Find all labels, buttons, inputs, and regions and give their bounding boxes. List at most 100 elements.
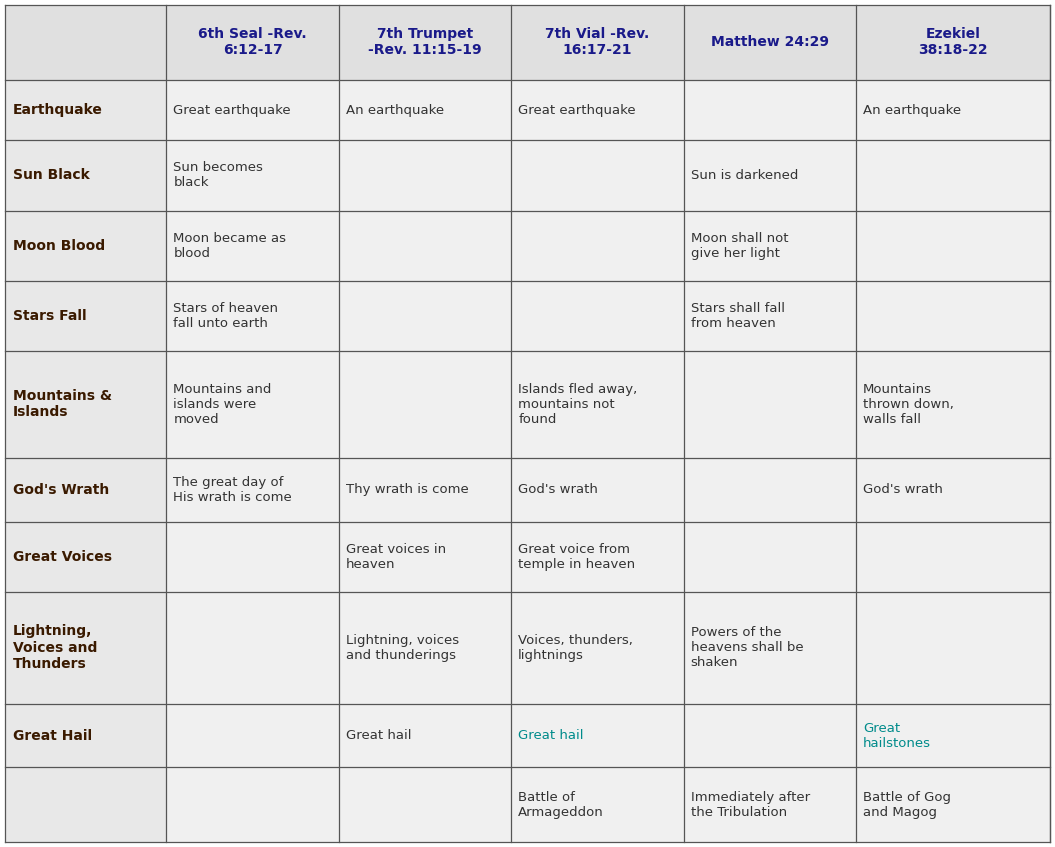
Text: 7th Vial -Rev.
16:17-21: 7th Vial -Rev. 16:17-21 bbox=[545, 27, 650, 58]
Bar bbox=[856, 5, 1050, 80]
Text: Stars shall fall
from heaven: Stars shall fall from heaven bbox=[691, 302, 785, 329]
Bar bbox=[684, 141, 856, 211]
Bar bbox=[512, 280, 684, 351]
Bar bbox=[856, 211, 1050, 280]
Bar bbox=[167, 592, 339, 704]
Text: Great hail: Great hail bbox=[518, 729, 583, 742]
Text: Moon became as
blood: Moon became as blood bbox=[173, 231, 287, 259]
Bar bbox=[167, 767, 339, 842]
Bar bbox=[339, 351, 512, 458]
Text: Islands fled away,
mountains not
found: Islands fled away, mountains not found bbox=[518, 383, 637, 426]
Bar bbox=[167, 351, 339, 458]
Bar bbox=[167, 522, 339, 592]
Text: Battle of
Armageddon: Battle of Armageddon bbox=[518, 790, 603, 819]
Bar bbox=[5, 522, 167, 592]
Text: 6th Seal -Rev.
6:12-17: 6th Seal -Rev. 6:12-17 bbox=[198, 27, 307, 58]
Text: Great voices in
heaven: Great voices in heaven bbox=[346, 543, 446, 571]
Text: Earthquake: Earthquake bbox=[13, 103, 103, 117]
Text: Mountains &
Islands: Mountains & Islands bbox=[13, 390, 112, 419]
Text: Battle of Gog
and Magog: Battle of Gog and Magog bbox=[863, 790, 951, 819]
Text: Moon Blood: Moon Blood bbox=[13, 239, 106, 252]
Bar bbox=[339, 141, 512, 211]
Bar bbox=[167, 80, 339, 141]
Text: God's Wrath: God's Wrath bbox=[13, 483, 110, 497]
Bar bbox=[856, 141, 1050, 211]
Bar bbox=[684, 211, 856, 280]
Bar bbox=[5, 80, 167, 141]
Text: The great day of
His wrath is come: The great day of His wrath is come bbox=[173, 476, 292, 504]
Bar bbox=[5, 351, 167, 458]
Bar bbox=[5, 280, 167, 351]
Text: An earthquake: An earthquake bbox=[863, 103, 961, 117]
Bar bbox=[167, 211, 339, 280]
Text: Powers of the
heavens shall be
shaken: Powers of the heavens shall be shaken bbox=[691, 626, 803, 669]
Bar bbox=[856, 80, 1050, 141]
Bar bbox=[167, 141, 339, 211]
Text: Voices, thunders,
lightnings: Voices, thunders, lightnings bbox=[518, 634, 633, 662]
Text: Ezekiel
38:18-22: Ezekiel 38:18-22 bbox=[918, 27, 987, 58]
Text: Great earthquake: Great earthquake bbox=[173, 103, 291, 117]
Bar bbox=[856, 704, 1050, 767]
Text: Great voice from
temple in heaven: Great voice from temple in heaven bbox=[518, 543, 635, 571]
Bar bbox=[512, 351, 684, 458]
Text: Thy wrath is come: Thy wrath is come bbox=[346, 484, 468, 496]
Bar bbox=[512, 704, 684, 767]
Bar bbox=[339, 280, 512, 351]
Text: Sun Black: Sun Black bbox=[13, 169, 90, 182]
Bar bbox=[684, 80, 856, 141]
Bar bbox=[684, 351, 856, 458]
Bar bbox=[512, 458, 684, 522]
Bar bbox=[5, 141, 167, 211]
Text: Lightning,
Voices and
Thunders: Lightning, Voices and Thunders bbox=[13, 624, 97, 671]
Text: 7th Trumpet
-Rev. 11:15-19: 7th Trumpet -Rev. 11:15-19 bbox=[368, 27, 482, 58]
Bar bbox=[339, 767, 512, 842]
Bar bbox=[339, 458, 512, 522]
Bar bbox=[5, 592, 167, 704]
Text: Great
hailstones: Great hailstones bbox=[863, 722, 931, 750]
Bar bbox=[167, 704, 339, 767]
Bar bbox=[5, 704, 167, 767]
Text: Sun is darkened: Sun is darkened bbox=[691, 169, 798, 182]
Bar bbox=[856, 458, 1050, 522]
Bar bbox=[856, 522, 1050, 592]
Bar bbox=[512, 522, 684, 592]
Bar bbox=[339, 522, 512, 592]
Bar bbox=[339, 211, 512, 280]
Text: Mountains
thrown down,
walls fall: Mountains thrown down, walls fall bbox=[863, 383, 954, 426]
Bar bbox=[856, 280, 1050, 351]
Text: Stars Fall: Stars Fall bbox=[13, 308, 87, 323]
Bar bbox=[167, 5, 339, 80]
Text: Mountains and
islands were
moved: Mountains and islands were moved bbox=[173, 383, 272, 426]
Text: Matthew 24:29: Matthew 24:29 bbox=[711, 36, 828, 49]
Bar bbox=[512, 767, 684, 842]
Bar bbox=[512, 80, 684, 141]
Text: Moon shall not
give her light: Moon shall not give her light bbox=[691, 231, 788, 259]
Bar bbox=[339, 80, 512, 141]
Bar bbox=[684, 704, 856, 767]
Bar bbox=[5, 211, 167, 280]
Bar bbox=[684, 5, 856, 80]
Text: Great Voices: Great Voices bbox=[13, 550, 112, 563]
Text: God's wrath: God's wrath bbox=[863, 484, 943, 496]
Bar bbox=[684, 522, 856, 592]
Bar bbox=[339, 704, 512, 767]
Bar bbox=[512, 592, 684, 704]
Bar bbox=[167, 280, 339, 351]
Text: Immediately after
the Tribulation: Immediately after the Tribulation bbox=[691, 790, 809, 819]
Bar bbox=[684, 767, 856, 842]
Text: An earthquake: An earthquake bbox=[346, 103, 444, 117]
Bar bbox=[167, 458, 339, 522]
Text: Stars of heaven
fall unto earth: Stars of heaven fall unto earth bbox=[173, 302, 279, 329]
Bar bbox=[5, 5, 167, 80]
Bar bbox=[512, 141, 684, 211]
Bar bbox=[339, 5, 512, 80]
Bar bbox=[856, 592, 1050, 704]
Text: God's wrath: God's wrath bbox=[518, 484, 598, 496]
Text: Lightning, voices
and thunderings: Lightning, voices and thunderings bbox=[346, 634, 459, 662]
Bar bbox=[684, 592, 856, 704]
Bar bbox=[856, 767, 1050, 842]
Bar bbox=[5, 458, 167, 522]
Bar bbox=[512, 211, 684, 280]
Bar bbox=[856, 351, 1050, 458]
Text: Great hail: Great hail bbox=[346, 729, 411, 742]
